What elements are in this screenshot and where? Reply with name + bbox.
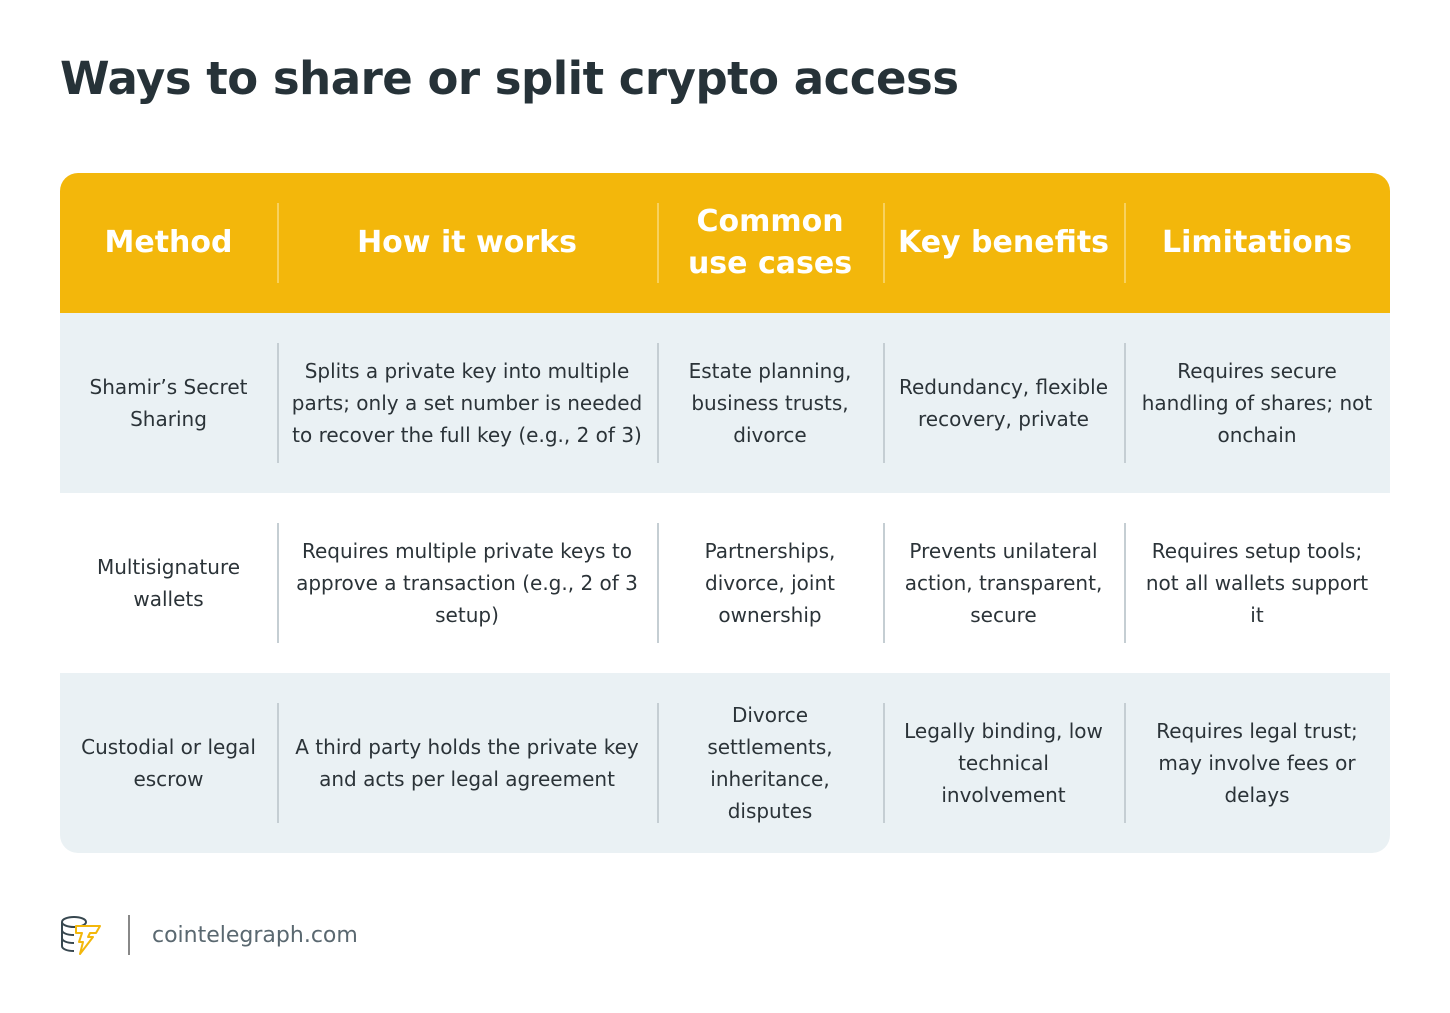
table-cell: Requires multiple private keys to approv… [277,493,657,673]
table-cell: Legally binding, low technical involveme… [883,673,1124,853]
table-row: Shamir’s Secret Sharing Splits a private… [60,313,1390,493]
table-cell: Prevents unilateral action, transparent,… [883,493,1124,673]
divider [128,915,130,955]
table-row: Multisignature wallets Requires multiple… [60,493,1390,673]
table-cell: Shamir’s Secret Sharing [89,375,248,431]
table-cell: Requires legal trust; may involve fees o… [1124,673,1390,853]
table-cell: Redundancy, flexible recovery, private [883,313,1124,493]
table-cell: Requires setup tools; not all wallets su… [1124,493,1390,673]
table-cell: Requires secure handling of shares; not … [1124,313,1390,493]
footer: cointelegraph.com [60,914,358,956]
column-header: Method [104,225,233,260]
table-cell: Splits a private key into multiple parts… [277,313,657,493]
cointelegraph-logo-icon [61,916,101,955]
column-header: Common use cases [657,173,883,313]
table-cell: Estate planning, business trusts, divorc… [657,313,883,493]
table-header: Method How it works Common use cases Key… [60,173,1390,313]
table-cell: A third party holds the private key and … [277,673,657,853]
table-cell: Partnerships, divorce, joint ownership [657,493,883,673]
page-title: Ways to share or split crypto access [60,52,959,105]
table-cell: Multisignature wallets [96,555,241,611]
table-cell: Divorce settlements, inheritance, disput… [657,673,883,853]
site-url: cointelegraph.com [152,922,358,948]
column-header: Key benefits [883,173,1124,313]
comparison-table: Method How it works Common use cases Key… [60,173,1390,853]
column-header: How it works [277,173,657,313]
table-cell: Custodial or legal escrow [81,735,256,791]
column-header: Limitations [1124,173,1390,313]
table-row: Custodial or legal escrow A third party … [60,673,1390,853]
